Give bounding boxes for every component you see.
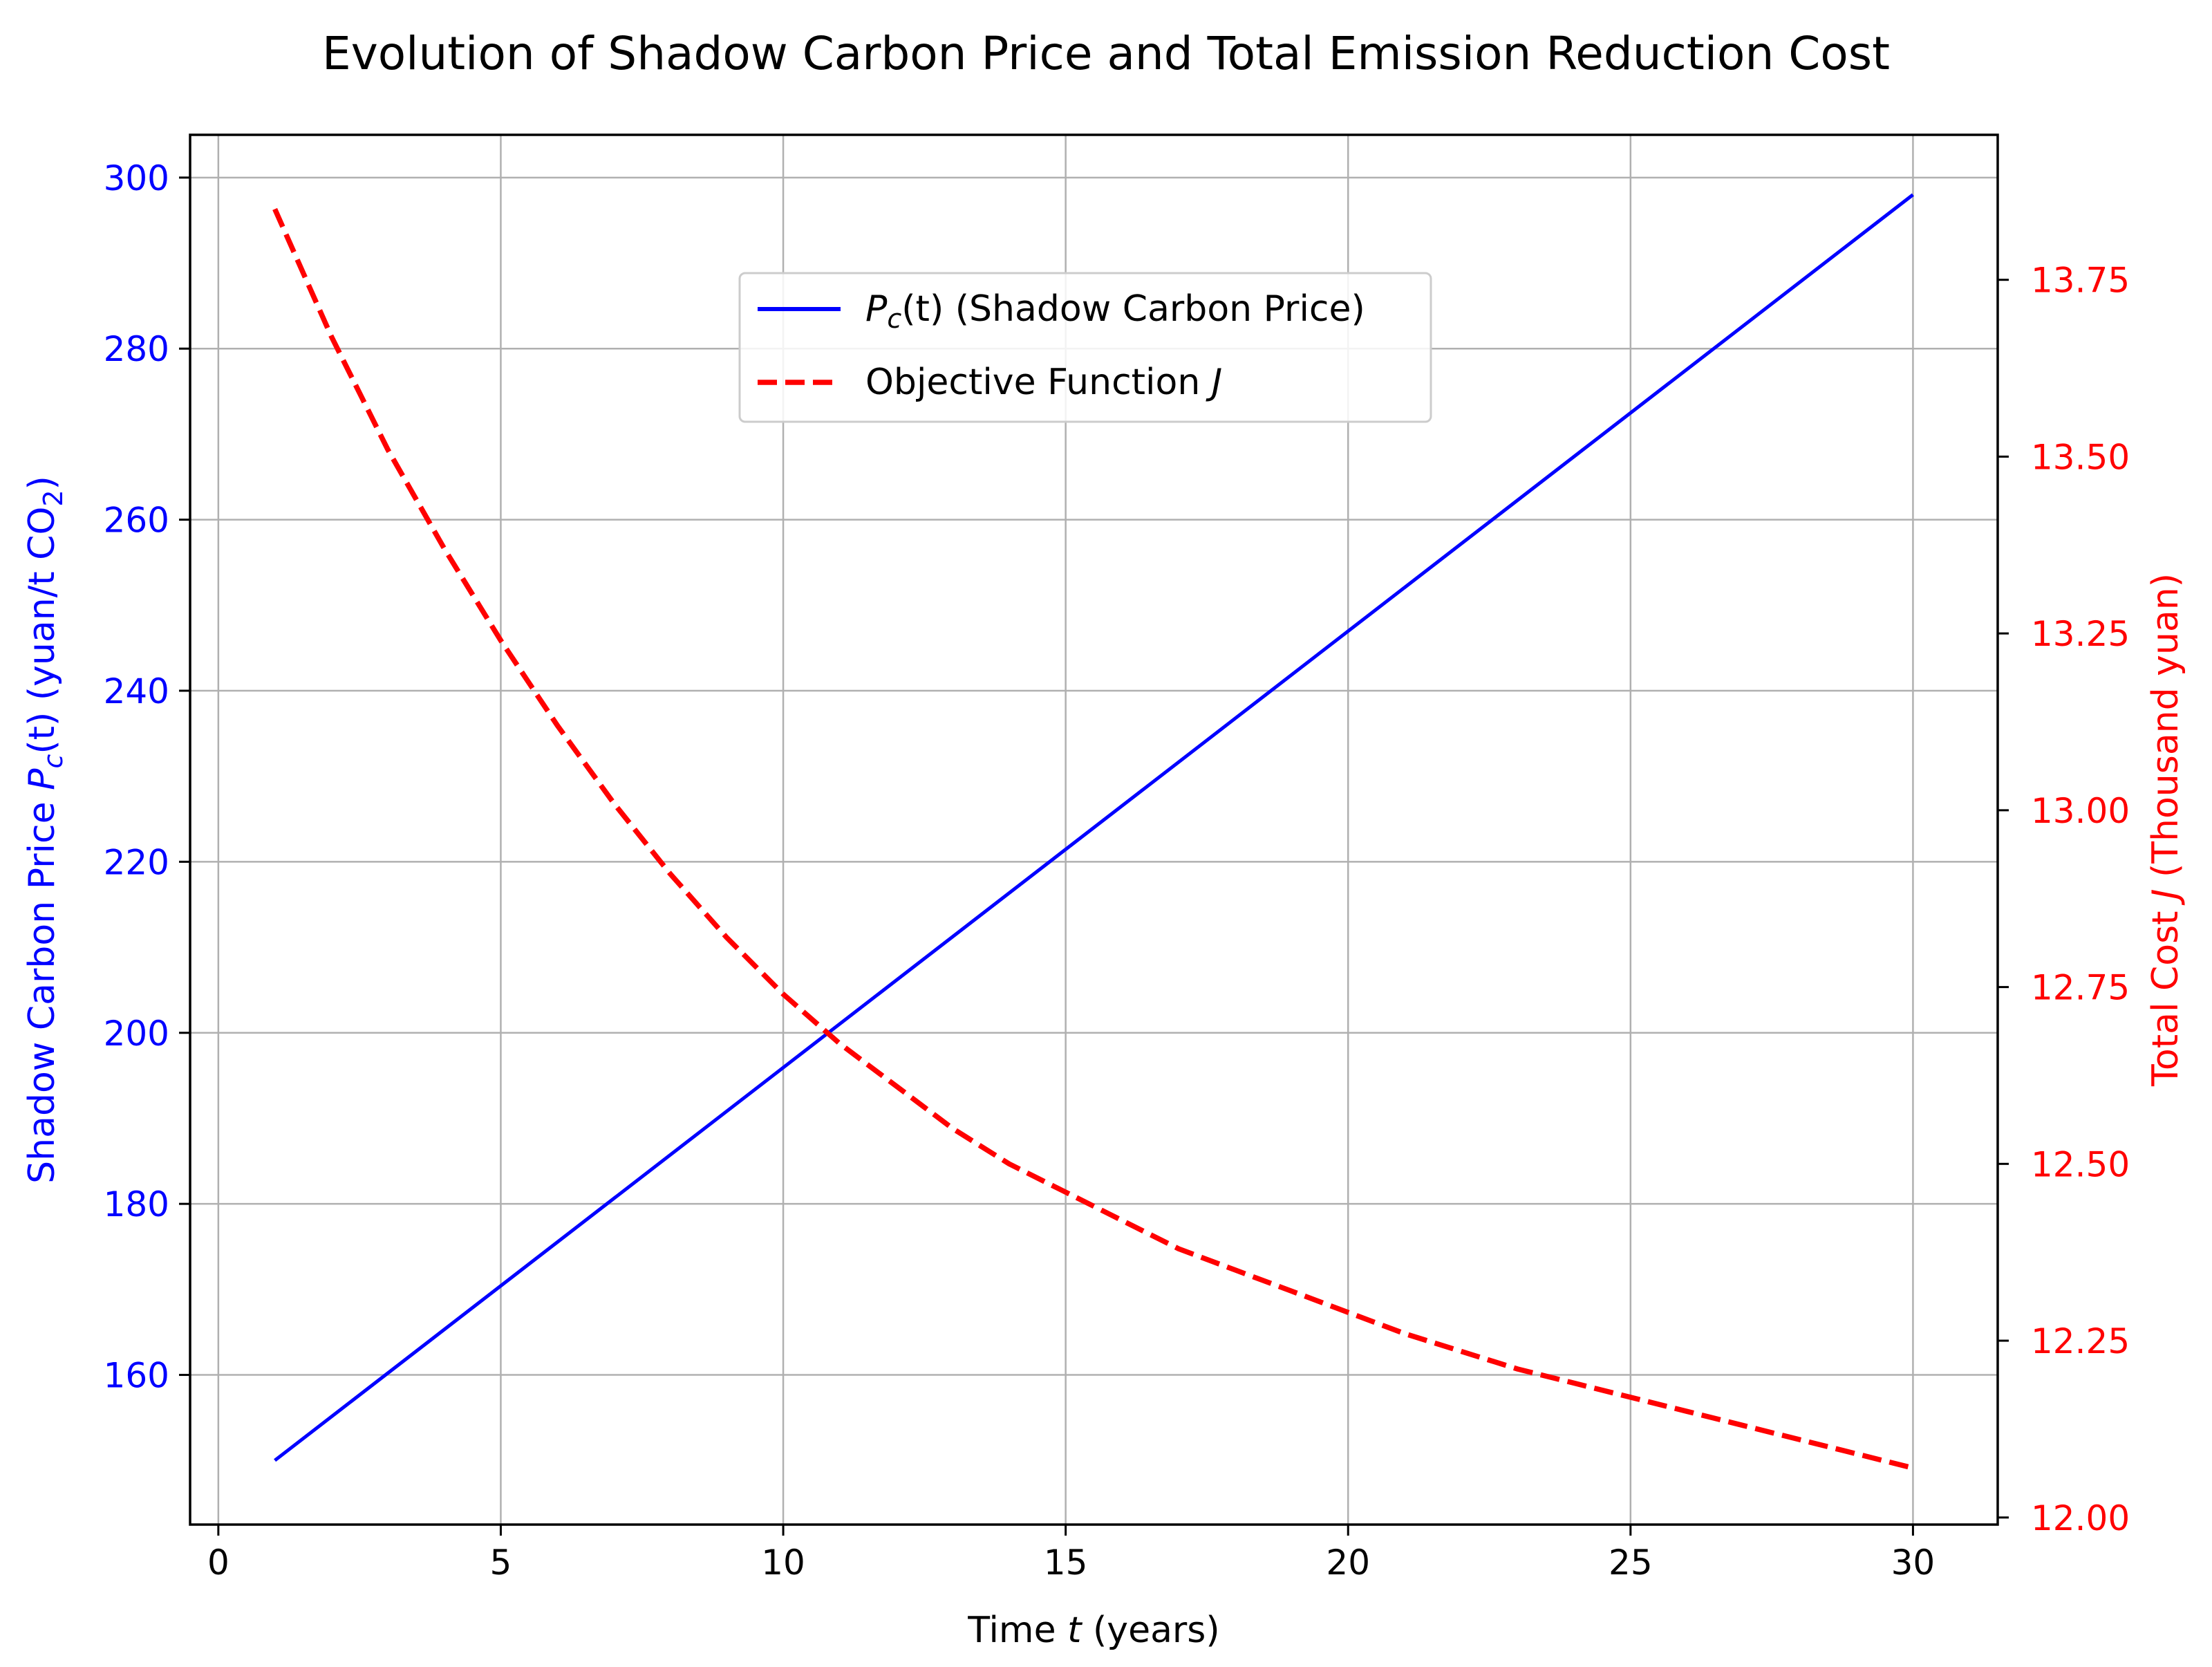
y-left-tick-label: 240 bbox=[104, 671, 169, 711]
x-tick-label: 30 bbox=[1891, 1543, 1936, 1583]
legend-price-subscript: c bbox=[887, 304, 901, 334]
y-right-tick-label: 12.50 bbox=[2031, 1144, 2130, 1184]
x-tick-label: 25 bbox=[1609, 1543, 1653, 1583]
y-right-label-pre: Total Cost bbox=[2145, 900, 2186, 1087]
x-tick-label: 10 bbox=[761, 1543, 805, 1583]
y-axis-left-label: Shadow Carbon Price Pc(t) (yuan/t CO2) bbox=[21, 476, 68, 1184]
legend-price-rest: (t) (Shadow Carbon Price) bbox=[901, 288, 1365, 330]
series-layer bbox=[272, 193, 1914, 1471]
y-right-tick-label: 12.75 bbox=[2031, 968, 2130, 1008]
x-axis-label-pre: Time bbox=[967, 1610, 1067, 1651]
y-left-tick-label: 220 bbox=[104, 842, 169, 882]
y-left-label-close: ) bbox=[21, 476, 63, 490]
legend-label-price: Pc(t) (Shadow Carbon Price) bbox=[865, 288, 1365, 334]
x-tick-label: 0 bbox=[207, 1543, 229, 1583]
y-left-label-pre: Shadow Carbon Price bbox=[21, 790, 63, 1184]
y-right-tick-label: 13.25 bbox=[2031, 614, 2130, 654]
x-tick-label: 20 bbox=[1326, 1543, 1370, 1583]
x-tick-label: 15 bbox=[1044, 1543, 1088, 1583]
y-right-tick-label: 13.75 bbox=[2031, 261, 2130, 301]
y-right-tick-label: 13.50 bbox=[2031, 437, 2130, 477]
x-axis-label: Time t (years) bbox=[967, 1610, 1219, 1651]
plot-frame bbox=[189, 133, 1999, 1526]
chart-title: Evolution of Shadow Carbon Price and Tot… bbox=[322, 27, 1890, 80]
y-right-tick-label: 13.00 bbox=[2031, 791, 2130, 831]
y-left-tick-label: 160 bbox=[104, 1356, 169, 1396]
legend-objective-text: Objective Function bbox=[865, 362, 1212, 403]
legend: Pc(t) (Shadow Carbon Price) Objective Fu… bbox=[738, 272, 1432, 423]
x-tick-label: 5 bbox=[490, 1543, 512, 1583]
y-left-label-units-subscript: 2 bbox=[38, 490, 68, 506]
y-right-label-post: (Thousand yuan) bbox=[2145, 573, 2186, 889]
y-axis-right-label: Total Cost J (Thousand yuan) bbox=[2145, 573, 2186, 1087]
y-right-tick-label: 12.25 bbox=[2031, 1321, 2130, 1361]
y-left-label-subscript: c bbox=[38, 754, 68, 769]
y-left-label-units: (yuan/t CO bbox=[21, 507, 63, 712]
x-axis-label-symbol: t bbox=[1067, 1610, 1082, 1651]
legend-price-symbol: P bbox=[865, 288, 888, 330]
y-left-tick-label: 180 bbox=[104, 1184, 169, 1224]
y-right-tick-label: 12.00 bbox=[2031, 1498, 2130, 1538]
x-axis-label-post: (years) bbox=[1081, 1610, 1219, 1651]
y-left-label-symbol: P bbox=[21, 768, 63, 790]
y-left-label-arg: (t) bbox=[21, 712, 63, 754]
y-left-tick-label: 280 bbox=[104, 329, 169, 369]
legend-label-objective: Objective Function J bbox=[865, 362, 1222, 403]
y-left-tick-label: 300 bbox=[104, 158, 169, 198]
ticks: 0 5 10 15 20 25 30 160 180 200 220 240 260 280 300 12.0… bbox=[104, 158, 2130, 1583]
series-line-price bbox=[274, 193, 1914, 1462]
y-left-tick-label: 200 bbox=[104, 1014, 169, 1054]
y-left-tick-label: 260 bbox=[104, 501, 169, 541]
legend-box bbox=[738, 272, 1432, 423]
